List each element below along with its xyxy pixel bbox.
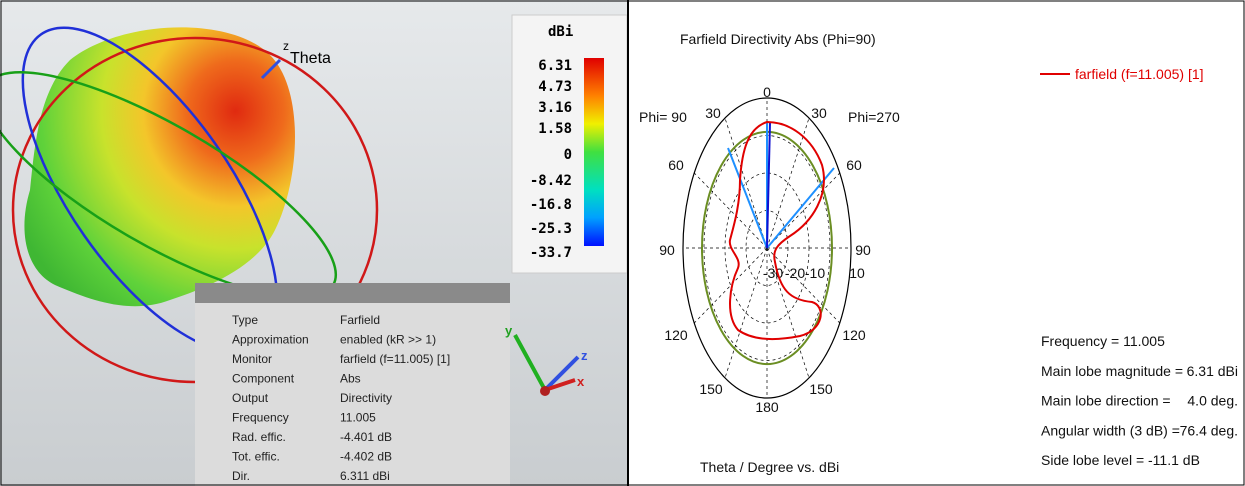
stat-label: Main lobe direction =: [1041, 393, 1171, 409]
info-key: Rad. effic.: [232, 430, 286, 444]
angle-label: 60: [846, 157, 862, 173]
pattern-curve: [730, 122, 824, 339]
angle-label: 30: [705, 105, 721, 121]
info-value: -4.402 dB: [340, 450, 392, 464]
info-value: Directivity: [340, 391, 392, 405]
phi-left: Phi= 90: [639, 109, 687, 125]
info-key: Approximation: [232, 333, 309, 347]
stat-label: Angular width (3 dB) =: [1041, 422, 1180, 438]
angle-label: 0: [763, 84, 771, 100]
gizmo-z: z: [581, 348, 588, 363]
stat-value: 4.0 deg.: [1187, 393, 1238, 409]
plot-title: Farfield Directivity Abs (Phi=90): [680, 31, 876, 47]
radial-label: -20: [785, 265, 805, 281]
gizmo-y: y: [505, 323, 513, 338]
radial-label: 10: [849, 265, 865, 281]
info-value: 6.311 dBi: [340, 469, 390, 483]
info-key: Frequency: [232, 411, 289, 425]
info-key: Monitor: [232, 352, 272, 366]
colorbar-unit: dBi: [548, 24, 573, 40]
info-value: Farfield: [340, 313, 380, 327]
info-key: Tot. effic.: [232, 450, 280, 464]
info-value: farfield (f=11.005) [1]: [340, 352, 450, 366]
stats: Frequency = 11.005 Main lobe magnitude =6…: [1041, 333, 1238, 468]
left-panel: z Theta dBi 6.31 4.73 3.16 1.58 0 -8.42 -16.8 -…: [0, 0, 627, 486]
colorbar-label: 3.16: [538, 100, 572, 116]
gizmo-x: x: [577, 374, 585, 389]
angle-label: 30: [811, 105, 827, 121]
colorbar-label: 4.73: [538, 79, 572, 95]
info-value: Abs: [340, 372, 361, 386]
colorbar-label: 0: [564, 147, 572, 163]
info-value: 11.005: [340, 411, 376, 425]
info-header: [195, 283, 510, 303]
theta-label: Theta: [290, 50, 331, 67]
colorbar-label: 1.58: [538, 121, 572, 137]
legend-label: farfield (f=11.005) [1]: [1075, 66, 1204, 82]
info-key: Output: [232, 391, 269, 405]
info-value: enabled (kR >> 1): [340, 333, 436, 347]
stat-value: 6.31 dBi: [1187, 363, 1238, 379]
angle-label: 150: [809, 381, 833, 397]
info-key: Type: [232, 313, 258, 327]
colorbar: [584, 58, 604, 246]
colorbar-label: -16.8: [530, 197, 572, 213]
angle-label: 150: [699, 381, 723, 397]
stat-label: Main lobe magnitude =: [1041, 363, 1183, 379]
info-key: Dir.: [232, 469, 250, 483]
colorbar-label: 6.31: [538, 58, 572, 74]
radial-label: -10: [805, 265, 825, 281]
z-label: z: [283, 39, 289, 53]
axis-title: Theta / Degree vs. dBi: [700, 459, 839, 475]
angle-label: 120: [664, 327, 688, 343]
stat-label: Side lobe level = -11.1 dB: [1041, 452, 1200, 468]
stat-value: 76.4 deg.: [1180, 422, 1238, 438]
angle-label: 180: [755, 399, 779, 415]
colorbar-label: -33.7: [530, 245, 572, 261]
info-value: -4.401 dB: [340, 430, 392, 444]
angle-label: 60: [668, 157, 684, 173]
screen: z Theta dBi 6.31 4.73 3.16 1.58 0 -8.42 -16.8 -…: [0, 0, 1245, 486]
angle-label: 120: [842, 327, 866, 343]
colorbar-label: -8.42: [530, 173, 572, 189]
stat-label: Frequency = 11.005: [1041, 333, 1165, 349]
right-panel: Farfield Directivity Abs (Phi=90) farfie…: [639, 31, 1238, 475]
angle-label: 90: [659, 242, 675, 258]
colorbar-label: -25.3: [530, 221, 572, 237]
phi-right: Phi=270: [848, 109, 900, 125]
angle-label: 90: [855, 242, 871, 258]
info-key: Component: [232, 372, 295, 386]
